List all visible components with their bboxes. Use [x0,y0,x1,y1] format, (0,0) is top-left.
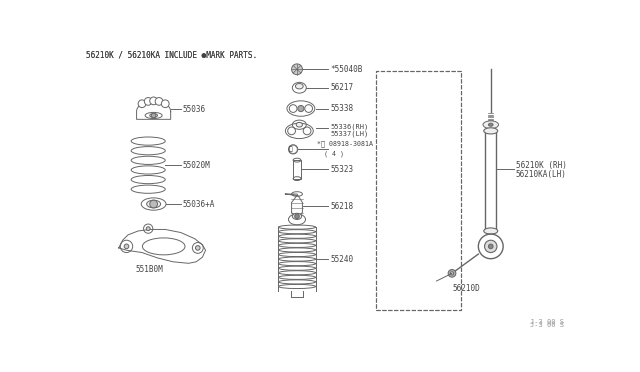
Text: 56210K / 56210KA INCLUDE ●MARK PARTS.: 56210K / 56210KA INCLUDE ●MARK PARTS. [86,51,257,60]
Circle shape [451,272,454,275]
Text: 551B0M: 551B0M [136,265,164,274]
Ellipse shape [296,122,303,127]
Ellipse shape [296,84,303,89]
Circle shape [290,146,296,153]
Circle shape [161,100,169,108]
Ellipse shape [147,200,161,208]
Text: 56210K / 56210KA INCLUDE ●MARK PARTS.: 56210K / 56210KA INCLUDE ●MARK PARTS. [86,51,257,60]
Circle shape [147,227,150,231]
Circle shape [138,100,146,108]
Circle shape [155,97,163,105]
Text: 56210KA(LH): 56210KA(LH) [516,170,566,179]
Ellipse shape [484,228,498,234]
Text: ( 4 ): ( 4 ) [324,151,344,157]
Text: 55336(RH): 55336(RH) [330,123,369,129]
Bar [485,131,496,231]
Text: 56210D: 56210D [452,284,480,293]
Circle shape [294,214,300,219]
Text: 55338: 55338 [330,104,353,113]
Circle shape [488,244,493,249]
Bar [376,71,461,310]
Ellipse shape [483,121,499,129]
Ellipse shape [484,128,498,134]
Text: 56210K (RH): 56210K (RH) [516,161,566,170]
Circle shape [150,200,157,208]
Circle shape [150,97,157,105]
Ellipse shape [488,123,493,126]
Text: 55240: 55240 [330,254,353,264]
Ellipse shape [292,213,301,219]
Ellipse shape [150,113,157,118]
Bar [376,71,461,310]
Circle shape [124,244,129,249]
Circle shape [298,106,304,112]
Bar [293,160,301,179]
Text: 55036+A: 55036+A [182,199,214,209]
Text: *55040B: *55040B [330,65,363,74]
Text: *Ⓝ 08918-3081A: *Ⓝ 08918-3081A [317,141,373,147]
Text: J-3 00 S: J-3 00 S [531,319,564,325]
Text: 55323: 55323 [330,165,353,174]
Text: Ⓝ: Ⓝ [289,147,292,152]
Circle shape [145,97,152,105]
Text: 55020M: 55020M [182,161,210,170]
Text: 55036: 55036 [182,105,205,114]
Circle shape [484,240,497,253]
Text: J-3 00 S: J-3 00 S [531,322,564,328]
Circle shape [448,269,456,277]
Circle shape [292,64,303,75]
Text: 56217: 56217 [330,83,353,92]
Polygon shape [285,194,303,219]
Text: 56218: 56218 [330,202,353,211]
Circle shape [195,246,200,250]
Circle shape [289,145,298,154]
Circle shape [151,113,156,118]
Text: 55337(LH): 55337(LH) [330,131,369,137]
